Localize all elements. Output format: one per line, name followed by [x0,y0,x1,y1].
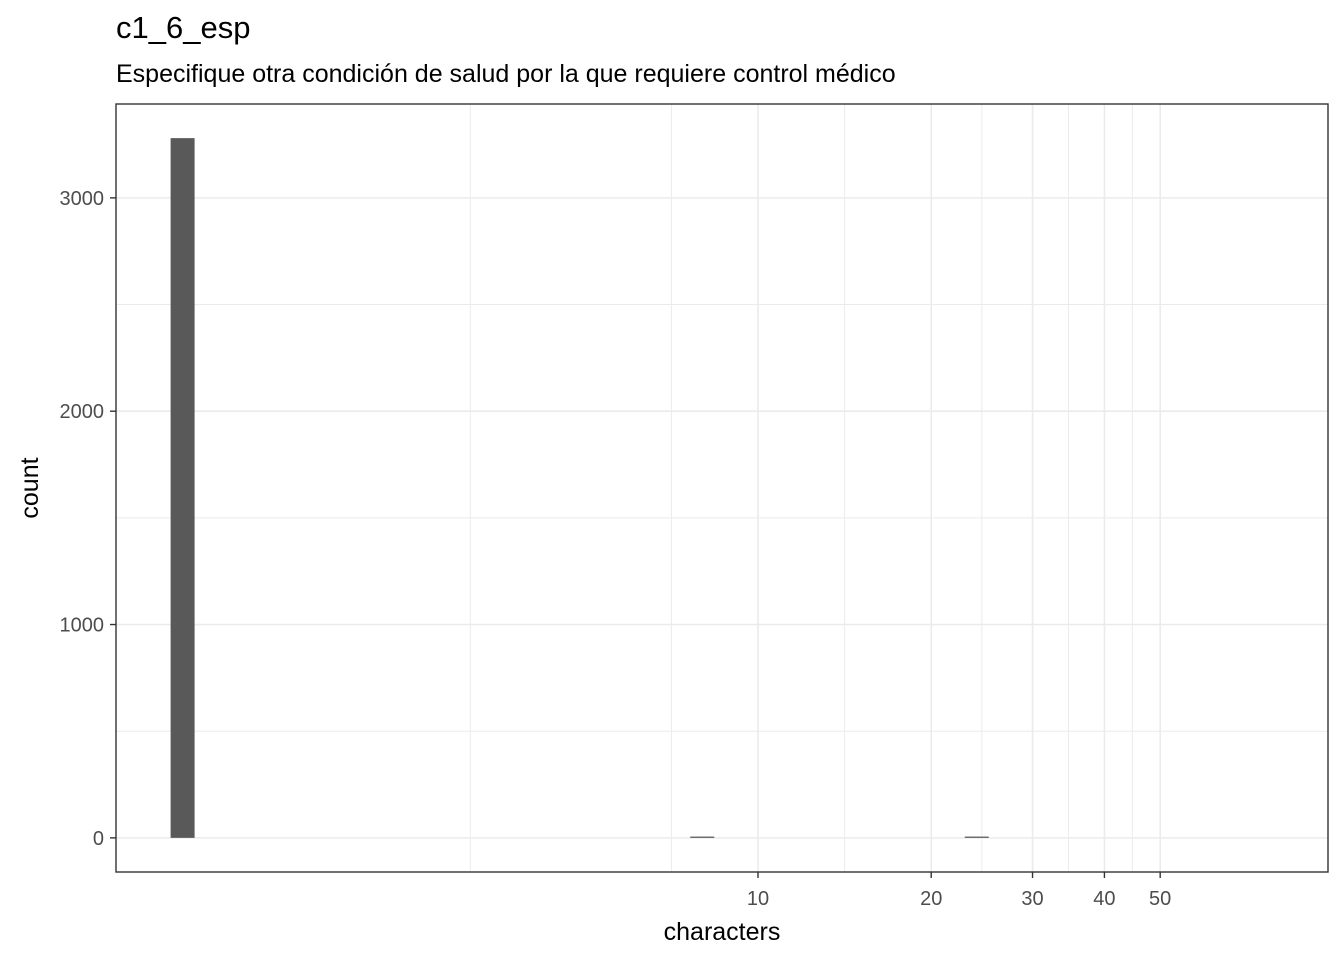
x-tick-label: 10 [747,888,769,910]
x-tick-label: 30 [1021,888,1043,910]
y-axis: 0 1000 2000 3000 [60,188,116,850]
y-tick-label: 2000 [60,401,105,423]
x-axis: 10 20 30 40 50 [747,872,1171,910]
histogram-bar [964,836,989,838]
minor-gridlines [116,104,1328,872]
y-tick-label: 1000 [60,615,105,637]
x-axis-title: characters [664,918,781,946]
panel-border [115,103,1329,873]
chart-title: c1_6_esp [116,10,251,45]
histogram-bar [690,836,715,838]
x-tick-label: 40 [1093,888,1115,910]
y-tick-label: 3000 [60,188,105,210]
x-tick-label: 50 [1149,888,1171,910]
major-gridlines [116,104,1328,872]
chart-subtitle: Especifique otra condición de salud por … [116,60,896,88]
histogram-bars [170,138,989,838]
histogram-bar [170,138,195,838]
x-tick-label: 20 [920,888,942,910]
y-axis-title: count [16,457,44,518]
y-tick-label: 0 [93,828,104,850]
